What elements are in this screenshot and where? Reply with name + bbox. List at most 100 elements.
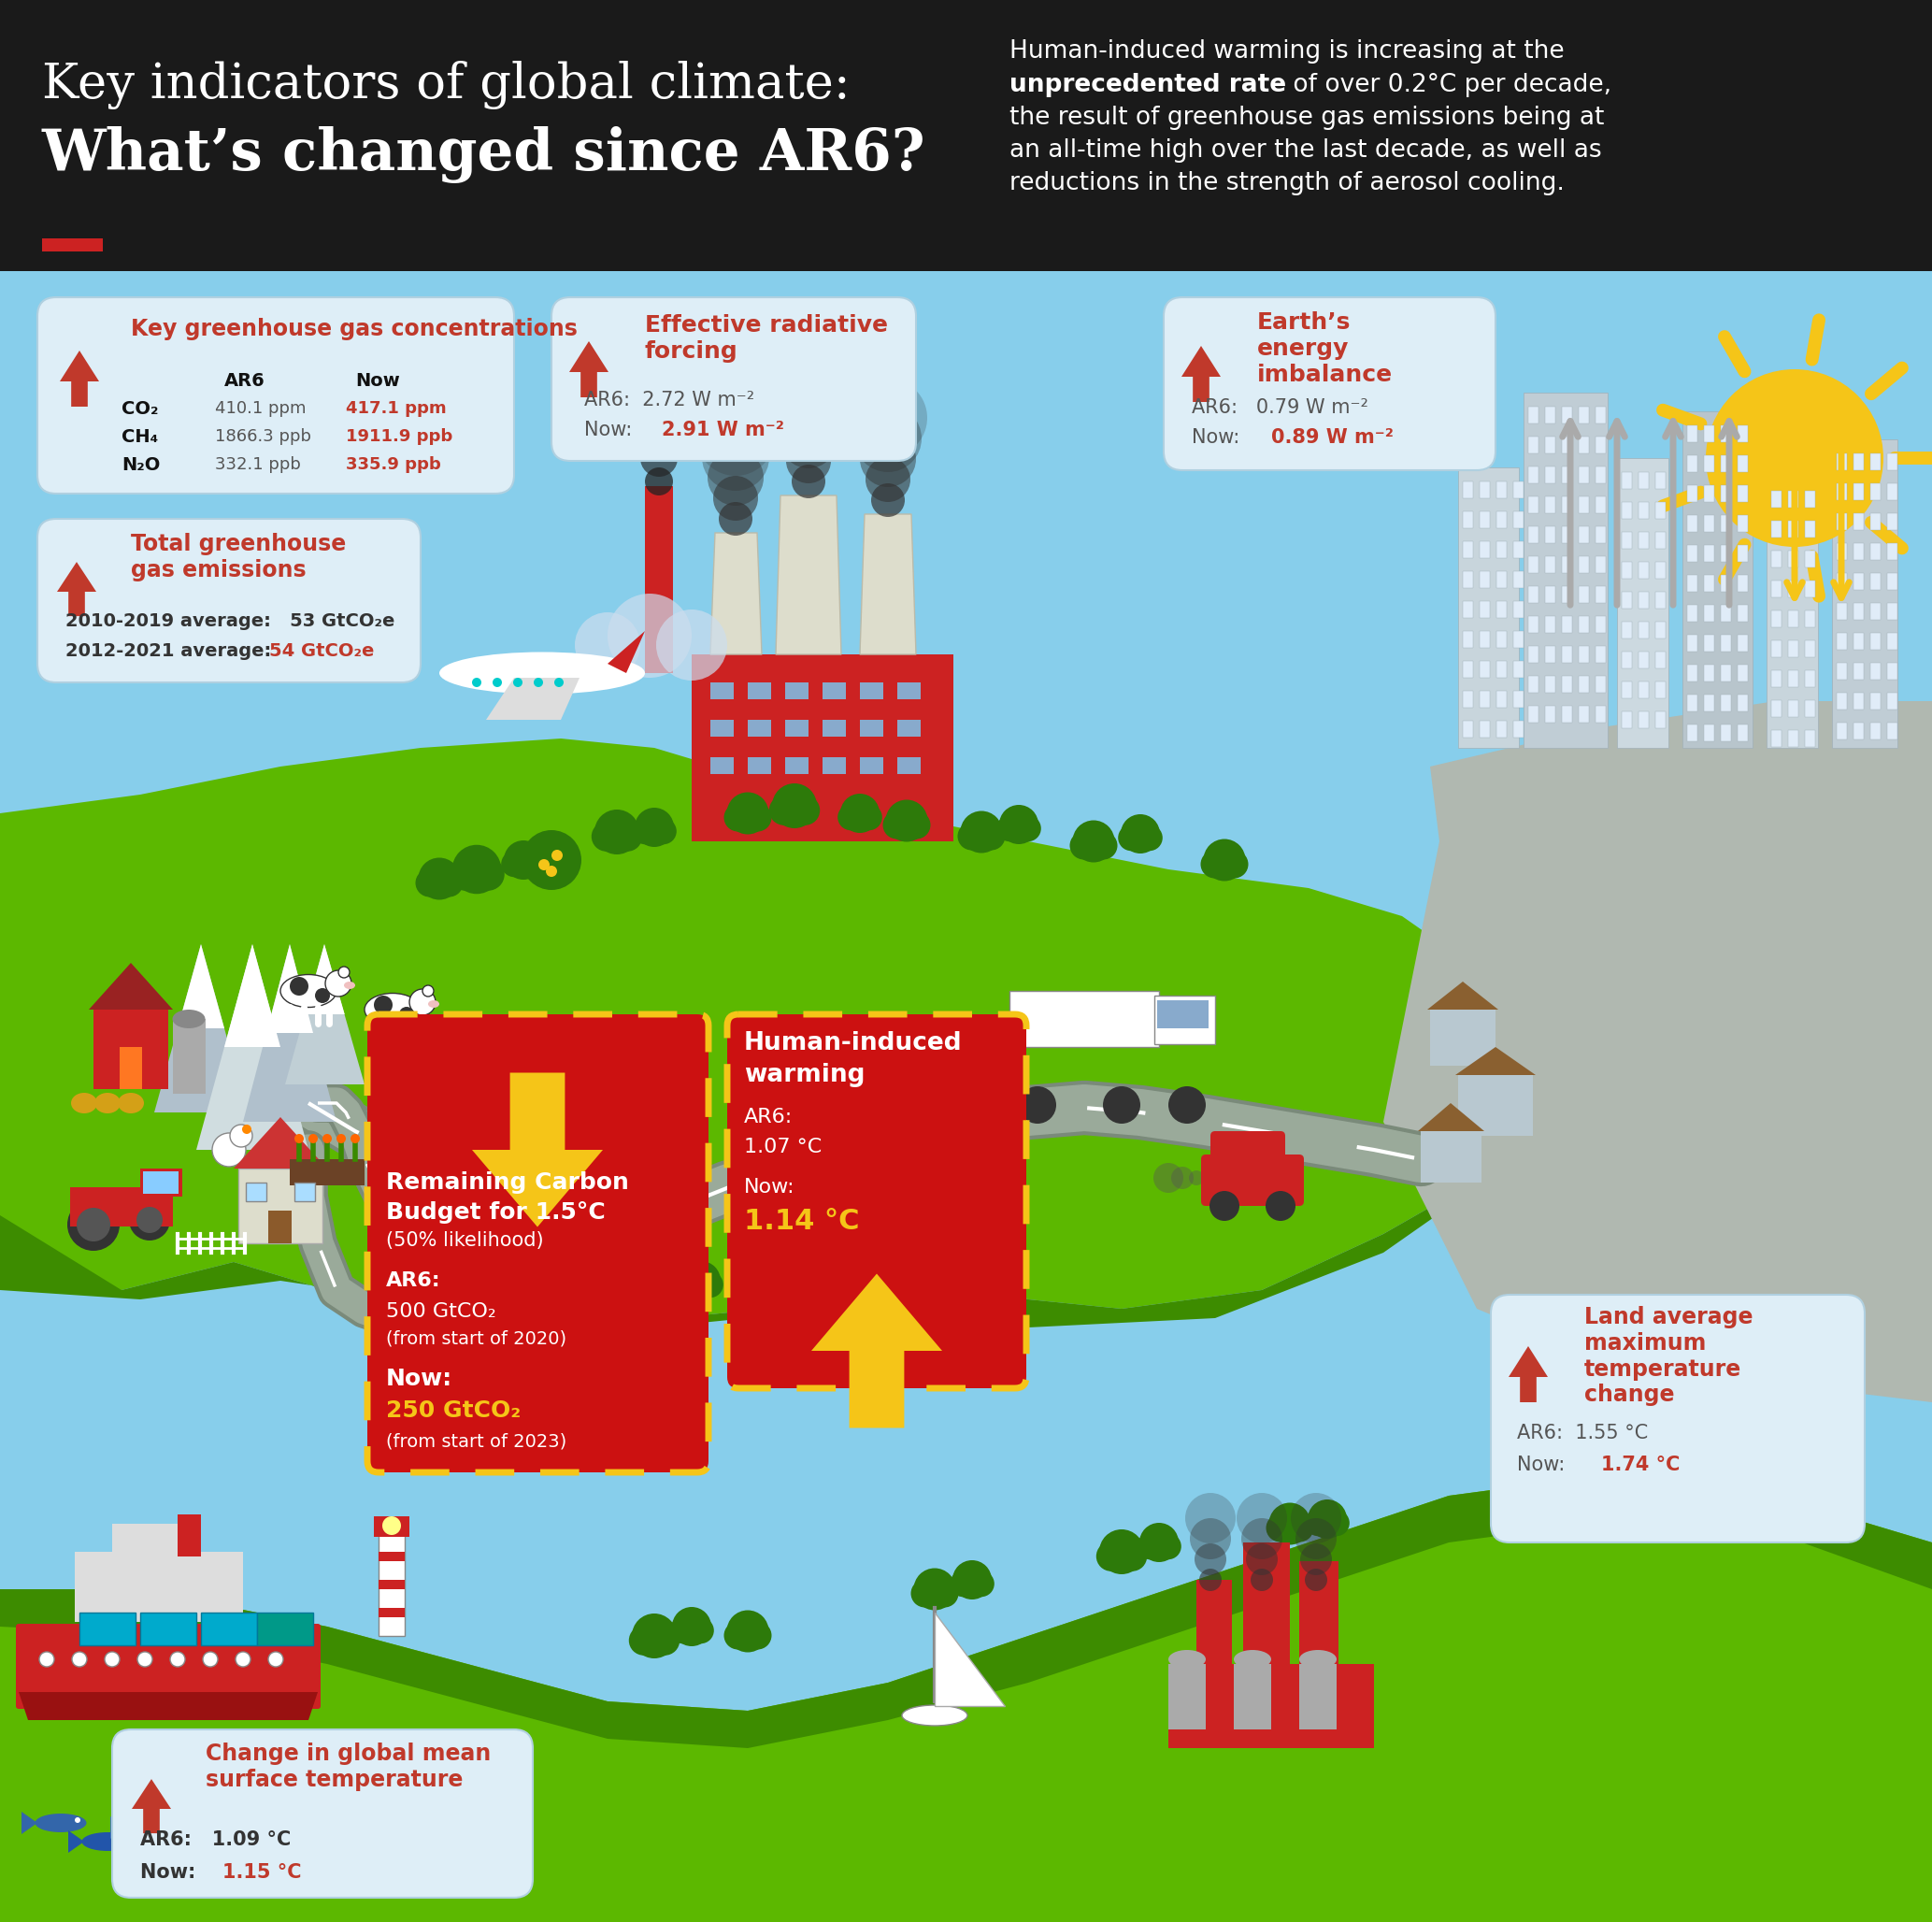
Bar <box>1430 1009 1495 1065</box>
Polygon shape <box>197 944 309 1149</box>
FancyBboxPatch shape <box>1202 1155 1304 1205</box>
Circle shape <box>1194 1543 1227 1576</box>
Circle shape <box>336 1134 346 1144</box>
Ellipse shape <box>71 1094 97 1113</box>
Circle shape <box>1190 1518 1231 1559</box>
Text: Remaining Carbon: Remaining Carbon <box>386 1170 630 1194</box>
Bar <box>1196 1580 1233 1730</box>
Text: 410.1 ppm: 410.1 ppm <box>214 400 305 417</box>
Circle shape <box>350 1134 359 1144</box>
Bar <box>549 859 554 873</box>
Bar <box>1656 532 1665 550</box>
Bar <box>1787 490 1799 507</box>
Circle shape <box>628 1626 659 1655</box>
Circle shape <box>775 386 842 454</box>
Bar <box>1497 511 1507 529</box>
Bar <box>856 813 864 825</box>
Circle shape <box>471 1242 502 1272</box>
Circle shape <box>1188 1170 1204 1186</box>
Bar <box>1546 527 1555 544</box>
Bar <box>1596 496 1605 513</box>
Text: unprecedented rate: unprecedented rate <box>1009 73 1287 98</box>
Bar <box>1528 467 1538 482</box>
Ellipse shape <box>81 1832 133 1851</box>
Polygon shape <box>234 1117 327 1169</box>
Circle shape <box>309 1134 317 1144</box>
Circle shape <box>707 450 763 505</box>
Circle shape <box>840 794 879 832</box>
Bar <box>651 1636 659 1647</box>
Circle shape <box>1221 850 1248 878</box>
Bar <box>1853 482 1864 500</box>
Bar <box>1853 663 1864 680</box>
Bar <box>645 486 672 673</box>
Bar <box>790 805 798 817</box>
Bar <box>1546 646 1555 663</box>
Circle shape <box>668 1618 696 1643</box>
Bar <box>1888 632 1897 650</box>
Circle shape <box>786 438 831 482</box>
Bar <box>688 1626 696 1638</box>
Circle shape <box>338 967 350 978</box>
Bar <box>1853 723 1864 740</box>
Circle shape <box>1136 825 1163 851</box>
Circle shape <box>1706 369 1884 548</box>
Bar <box>1638 561 1648 579</box>
Circle shape <box>871 482 904 517</box>
Bar <box>1155 1543 1163 1553</box>
Bar <box>711 757 734 775</box>
Text: N₂O: N₂O <box>122 456 160 475</box>
Circle shape <box>1304 1511 1331 1536</box>
FancyBboxPatch shape <box>367 1015 709 1472</box>
Bar <box>444 1263 452 1272</box>
Bar <box>375 1516 410 1538</box>
Bar <box>1596 527 1605 544</box>
Bar <box>1787 611 1799 627</box>
Bar <box>1704 575 1714 592</box>
Circle shape <box>1169 1086 1206 1124</box>
Bar <box>1528 527 1538 544</box>
Polygon shape <box>1383 702 1932 1403</box>
Circle shape <box>417 857 460 899</box>
Bar <box>1837 632 1847 650</box>
Bar <box>1617 457 1669 748</box>
Bar <box>1687 515 1698 532</box>
Bar <box>576 1280 583 1292</box>
Text: (from start of 2023): (from start of 2023) <box>386 1434 566 1451</box>
Circle shape <box>104 1651 120 1666</box>
Circle shape <box>612 821 641 851</box>
Bar <box>1480 480 1490 498</box>
Bar <box>1804 640 1816 657</box>
Text: Now:: Now: <box>1192 429 1252 446</box>
Bar <box>1621 532 1633 550</box>
Bar <box>978 832 985 844</box>
Bar <box>1546 436 1555 454</box>
FancyBboxPatch shape <box>726 1015 1026 1388</box>
Circle shape <box>866 457 910 502</box>
Polygon shape <box>267 944 313 1032</box>
Bar <box>1578 586 1588 604</box>
Ellipse shape <box>95 1094 120 1113</box>
Circle shape <box>1236 1493 1287 1543</box>
Bar <box>1721 546 1731 561</box>
FancyBboxPatch shape <box>551 298 916 461</box>
Bar <box>1837 604 1847 619</box>
Bar <box>1704 725 1714 742</box>
Circle shape <box>170 1651 185 1666</box>
Bar <box>697 1280 705 1292</box>
Bar <box>1853 692 1864 709</box>
Bar <box>1721 634 1731 652</box>
Bar <box>1888 723 1897 740</box>
Bar <box>1513 721 1524 738</box>
Polygon shape <box>224 944 280 1047</box>
Bar <box>1621 502 1633 519</box>
Circle shape <box>951 1570 976 1597</box>
Bar <box>823 682 846 700</box>
Bar <box>1656 561 1665 579</box>
Bar <box>1596 467 1605 482</box>
Bar <box>1888 573 1897 590</box>
Text: 0.89 W m⁻²: 0.89 W m⁻² <box>1271 429 1393 446</box>
Polygon shape <box>60 350 99 407</box>
Bar <box>1153 996 1215 1044</box>
Ellipse shape <box>365 994 421 1026</box>
